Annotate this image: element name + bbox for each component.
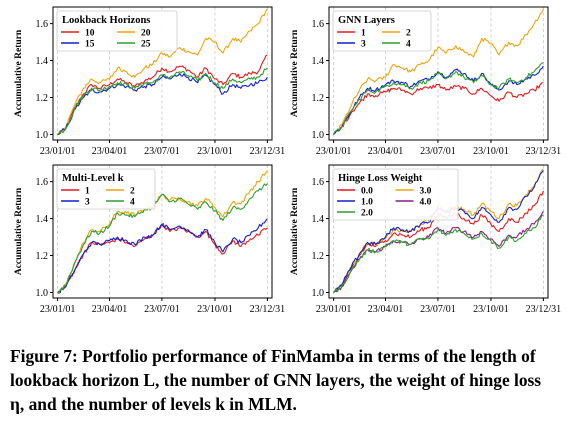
chart-panel-3: 1.0 1.2 1.4 1.6 23/01/01 23/04/01 23/07/01 23/1… — [14, 164, 286, 315]
y-axis-label: Accumulative Return — [14, 187, 24, 275]
y-tick-label: 1.0 — [312, 130, 325, 141]
x-tick-label: 23/12/31 — [526, 304, 562, 315]
legend-title: Multi-Level k — [62, 173, 124, 184]
y-tick-label: 1.0 — [36, 288, 49, 299]
y-axis-label: Accumulative Return — [14, 29, 24, 117]
legend-box — [332, 168, 459, 221]
y-tick-label: 1.2 — [36, 251, 49, 262]
x-tick-label: 23/04/01 — [368, 146, 404, 157]
legend-title: Lookback Horizons — [62, 15, 150, 26]
plot-frame — [328, 164, 549, 299]
legend-label-1.0: 1.0 — [361, 198, 373, 208]
x-tick-label: 23/12/31 — [250, 304, 286, 315]
legend-box — [332, 10, 432, 52]
figure-panels: 1.0 1.2 1.4 1.6 23/01/01 23/04/01 23/07/01 23/1… — [14, 6, 562, 315]
y-tick-label: 1.6 — [36, 177, 49, 188]
y-tick-label: 1.6 — [36, 19, 49, 30]
y-tick-label: 1.2 — [36, 93, 49, 104]
legend-title: Hinge Loss Weight — [338, 173, 423, 184]
legend-label-20: 20 — [141, 29, 151, 39]
legend-label-3.0: 3.0 — [420, 187, 432, 197]
y-tick-label: 1.6 — [312, 177, 325, 188]
legend-label-0.0: 0.0 — [361, 187, 373, 197]
series-line-3 — [333, 65, 544, 135]
chart-panel-4: 1.0 1.2 1.4 1.6 23/01/01 23/04/01 23/07/01 23/1… — [290, 164, 562, 315]
series-line-10 — [57, 54, 268, 135]
x-tick-label: 23/10/01 — [197, 146, 233, 157]
y-tick-label: 1.4 — [312, 56, 325, 67]
x-tick-label: 23/01/01 — [316, 146, 352, 157]
y-tick-label: 1.0 — [36, 130, 49, 141]
series-line-20 — [57, 8, 268, 135]
chart-panel-1: 1.0 1.2 1.4 1.6 23/01/01 23/04/01 23/07/01 23/1… — [14, 6, 286, 157]
legend-label-1: 1 — [361, 29, 366, 39]
x-tick-label: 23/07/01 — [144, 304, 180, 315]
legend-label-15: 15 — [85, 40, 95, 50]
y-tick-label: 1.2 — [312, 93, 325, 104]
plot-frame — [328, 6, 549, 141]
legend-label-3: 3 — [361, 40, 366, 50]
y-tick-label: 1.2 — [312, 251, 325, 262]
caption-label: Figure 7: — [10, 346, 78, 366]
series-line-4 — [333, 61, 544, 135]
x-tick-label: 23/07/01 — [420, 304, 456, 315]
x-tick-label: 23/10/01 — [197, 304, 233, 315]
y-tick-label: 1.0 — [312, 288, 325, 299]
plot-frame — [52, 6, 273, 141]
caption-text: Portfolio performance of FinMamba in ter… — [10, 346, 542, 414]
series-line-1 — [57, 223, 268, 294]
legend-label-4: 4 — [406, 40, 411, 50]
x-tick-label: 23/12/31 — [526, 146, 562, 157]
series-line-2 — [333, 8, 544, 135]
legend-box — [56, 10, 178, 52]
x-tick-label: 23/07/01 — [144, 146, 180, 157]
plot-frame — [52, 164, 273, 299]
x-tick-label: 23/01/01 — [40, 146, 76, 157]
series-line-25 — [57, 67, 268, 135]
legend-label-2: 2 — [130, 187, 135, 197]
legend-title: GNN Layers — [338, 15, 395, 26]
legend-label-4: 4 — [130, 198, 135, 208]
x-tick-label: 23/01/01 — [40, 304, 76, 315]
series-line-2.0 — [333, 214, 544, 293]
x-tick-label: 23/04/01 — [92, 146, 128, 157]
series-line-15 — [57, 72, 268, 136]
series-line-4.0 — [333, 210, 544, 293]
series-line-3 — [57, 218, 268, 293]
x-tick-label: 23/12/31 — [250, 146, 286, 157]
y-axis-label: Accumulative Return — [290, 187, 300, 275]
x-tick-label: 23/10/01 — [473, 146, 509, 157]
y-axis-label: Accumulative Return — [290, 29, 300, 117]
x-tick-label: 23/04/01 — [368, 304, 404, 315]
y-tick-label: 1.4 — [312, 214, 325, 225]
series-line-1 — [333, 82, 544, 135]
series-line-4 — [57, 183, 268, 293]
y-tick-label: 1.4 — [36, 56, 49, 67]
legend-label-25: 25 — [141, 40, 151, 50]
chart-panel-2: 1.0 1.2 1.4 1.6 23/01/01 23/04/01 23/07/01 23/1… — [290, 6, 562, 157]
legend-label-2.0: 2.0 — [361, 209, 373, 219]
legend-label-3: 3 — [85, 198, 90, 208]
x-tick-label: 23/04/01 — [92, 304, 128, 315]
legend-label-1: 1 — [85, 187, 90, 197]
legend-label-10: 10 — [85, 29, 95, 39]
legend-label-2: 2 — [406, 29, 411, 39]
legend-box — [56, 168, 156, 210]
x-tick-label: 23/01/01 — [316, 304, 352, 315]
x-tick-label: 23/10/01 — [473, 304, 509, 315]
figure-caption: Figure 7: Portfolio performance of FinMa… — [10, 344, 558, 416]
y-tick-label: 1.4 — [36, 214, 49, 225]
y-tick-label: 1.6 — [312, 19, 325, 30]
x-tick-label: 23/07/01 — [420, 146, 456, 157]
legend-label-4.0: 4.0 — [420, 198, 432, 208]
